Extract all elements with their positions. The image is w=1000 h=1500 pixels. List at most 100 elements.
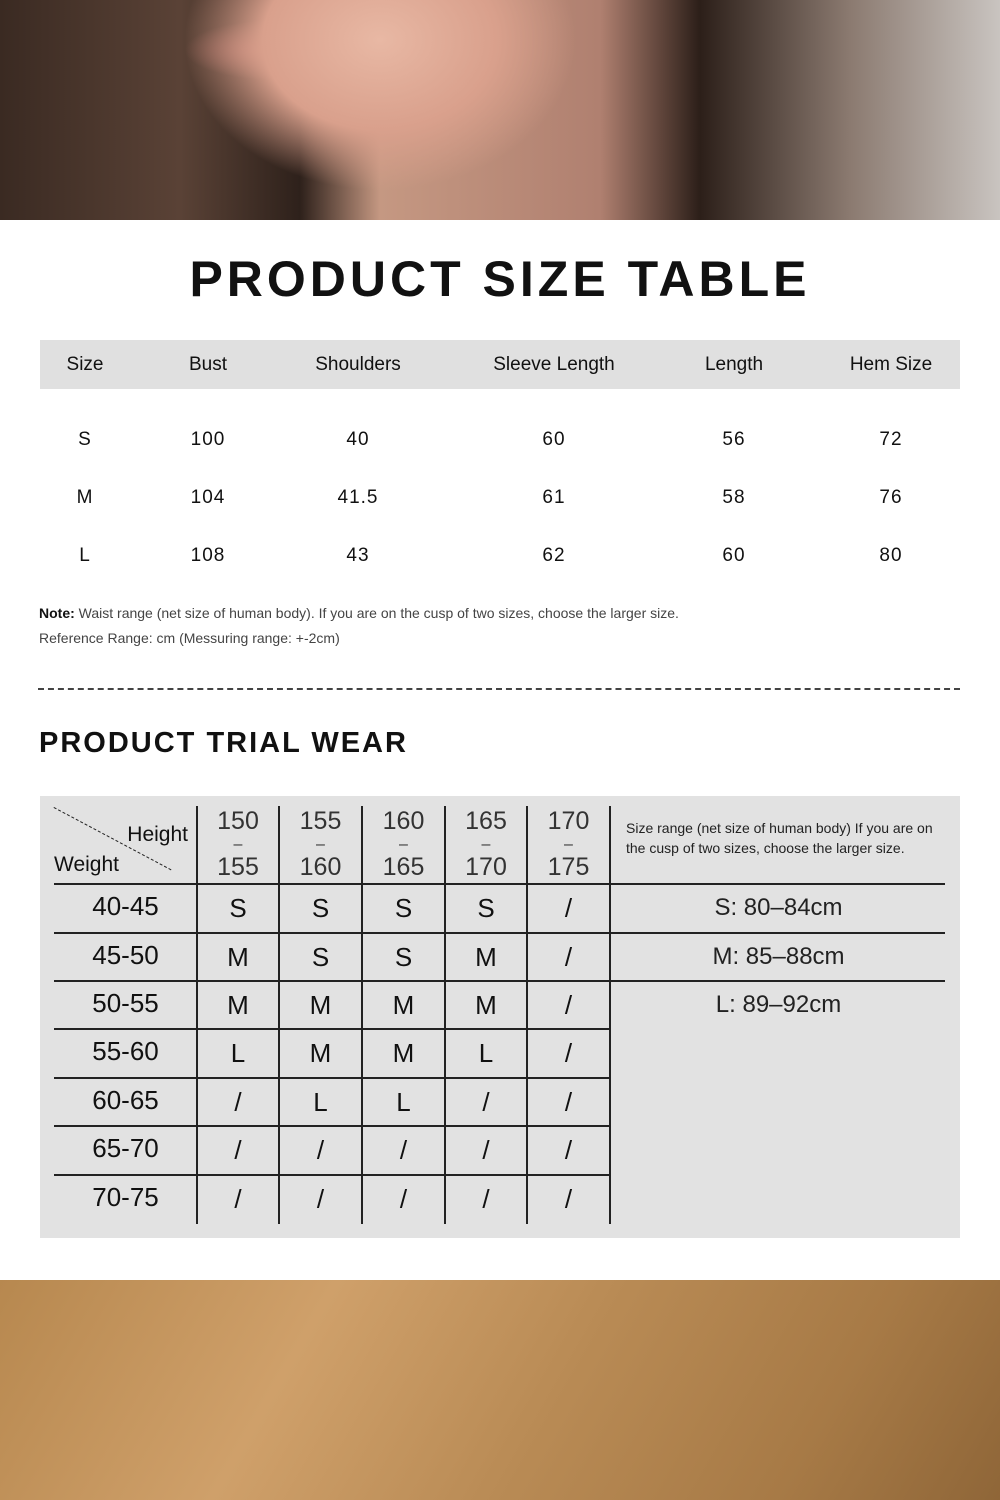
row-line [54, 1077, 610, 1079]
size-cell: M [475, 990, 497, 1020]
column-line [278, 806, 280, 1224]
size-cell: / [564, 1038, 573, 1068]
size-cell: / [564, 1184, 573, 1214]
size-table-cell: 80 [879, 545, 903, 566]
height-range-end: 175 [547, 853, 590, 882]
size-header-cell: Sleeve Length [493, 354, 615, 375]
note-label: Note: [39, 605, 75, 621]
size-cell: M [309, 1038, 332, 1068]
size-table-cell: 108 [190, 545, 226, 566]
height-range-start: 165 [465, 807, 507, 835]
size-table-cell: M [76, 487, 94, 508]
height-range-end: 155 [217, 853, 259, 882]
row-line [54, 1174, 610, 1176]
size-table-cell: 43 [346, 545, 370, 566]
height-range-end: 170 [465, 853, 507, 882]
weight-cell: 70-75 [92, 1182, 159, 1212]
trial-table-bg [40, 796, 960, 1238]
weight-cell: 50-55 [92, 988, 159, 1018]
column-line [609, 806, 611, 1224]
size-cell: / [399, 1135, 408, 1165]
weight-label: Weight [54, 853, 119, 876]
reference-range: Reference Range: cm (Messuring range: +-… [39, 630, 340, 646]
height-range: 155–160 [280, 807, 361, 882]
size-cell: M [227, 942, 249, 972]
model-face-photo [0, 0, 1000, 220]
size-cell: M [227, 990, 249, 1020]
column-line [361, 806, 363, 1224]
size-header-cell: Bust [188, 354, 228, 375]
size-cell: M [392, 1038, 415, 1068]
size-table-cell: 60 [542, 429, 566, 450]
weight-cell: 65-70 [92, 1133, 159, 1163]
size-table-cell: 40 [346, 429, 370, 450]
height-range: 170–175 [528, 807, 609, 882]
size-cell: / [316, 1135, 325, 1165]
cardigan-photo [0, 1280, 1000, 1500]
divider [38, 688, 960, 690]
size-cell: / [564, 893, 573, 923]
size-cell: / [564, 942, 573, 972]
height-range-start: 160 [382, 807, 425, 835]
size-table-cell: S [78, 429, 92, 450]
size-header-cell: Length [704, 354, 764, 375]
weight-cell: 45-50 [92, 940, 159, 970]
height-range-start: 170 [547, 807, 590, 835]
trial-title: PRODUCT TRIAL WEAR [39, 727, 408, 759]
size-cell: M [475, 942, 497, 972]
height-range: 165–170 [446, 807, 526, 882]
height-range: 150–155 [198, 807, 278, 882]
size-cell: / [482, 1184, 490, 1214]
note: Note: Waist range (net size of human bod… [39, 605, 679, 621]
size-table-cell: 41.5 [337, 487, 379, 508]
waist-range: L: 89–92cm [715, 991, 842, 1018]
size-cell: / [234, 1135, 242, 1165]
height-range-dash: – [564, 835, 573, 853]
height-range-dash: – [399, 835, 408, 853]
height-range-start: 150 [217, 807, 259, 835]
size-cell: S [477, 893, 495, 923]
size-cell: / [564, 990, 573, 1020]
size-range-info: Size range (net size of human body) If y… [626, 820, 933, 856]
size-cell: / [234, 1184, 242, 1214]
height-range: 160–165 [363, 807, 444, 882]
size-table-cell: 72 [879, 429, 903, 450]
row-line [54, 980, 945, 982]
size-cell: S [394, 942, 413, 972]
size-table-cell: 76 [879, 487, 903, 508]
size-cell: L [478, 1038, 494, 1068]
size-cell: / [482, 1087, 490, 1117]
height-range-start: 155 [299, 807, 342, 835]
size-cell: L [313, 1087, 328, 1117]
row-line [54, 1028, 610, 1030]
column-line [444, 806, 446, 1224]
row-line [54, 883, 945, 885]
row-line [54, 932, 945, 934]
column-line [196, 806, 198, 1224]
row-line [54, 1125, 610, 1127]
size-table-cell: 104 [190, 487, 226, 508]
size-cell: S [394, 893, 413, 923]
waist-range: M: 85–88cm [712, 943, 845, 970]
size-cell: S [311, 893, 330, 923]
size-cell: / [399, 1184, 408, 1214]
waist-range: S: 80–84cm [714, 894, 843, 921]
height-range-dash: – [481, 835, 491, 853]
size-cell: / [482, 1135, 490, 1165]
height-label: Height [127, 823, 188, 846]
size-cell: L [230, 1038, 246, 1068]
page-title: PRODUCT SIZE TABLE [189, 251, 811, 307]
size-table-cell: 56 [722, 429, 746, 450]
size-cell: S [229, 893, 247, 923]
size-table-header [40, 340, 960, 389]
size-table-cell: 62 [542, 545, 566, 566]
size-cell: M [392, 990, 415, 1020]
size-header-cell: Size [66, 354, 104, 375]
size-header-cell: Shoulders [315, 354, 401, 375]
height-range-end: 160 [299, 853, 342, 882]
size-cell: M [309, 990, 332, 1020]
size-cell: / [564, 1135, 573, 1165]
height-range-end: 165 [382, 853, 425, 882]
height-range-dash: – [233, 835, 243, 853]
size-table-cell: 61 [542, 487, 566, 508]
